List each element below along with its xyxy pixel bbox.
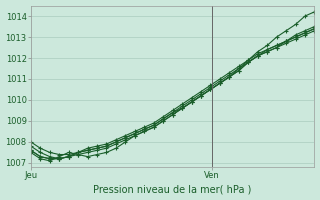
X-axis label: Pression niveau de la mer( hPa ): Pression niveau de la mer( hPa ) <box>93 184 252 194</box>
